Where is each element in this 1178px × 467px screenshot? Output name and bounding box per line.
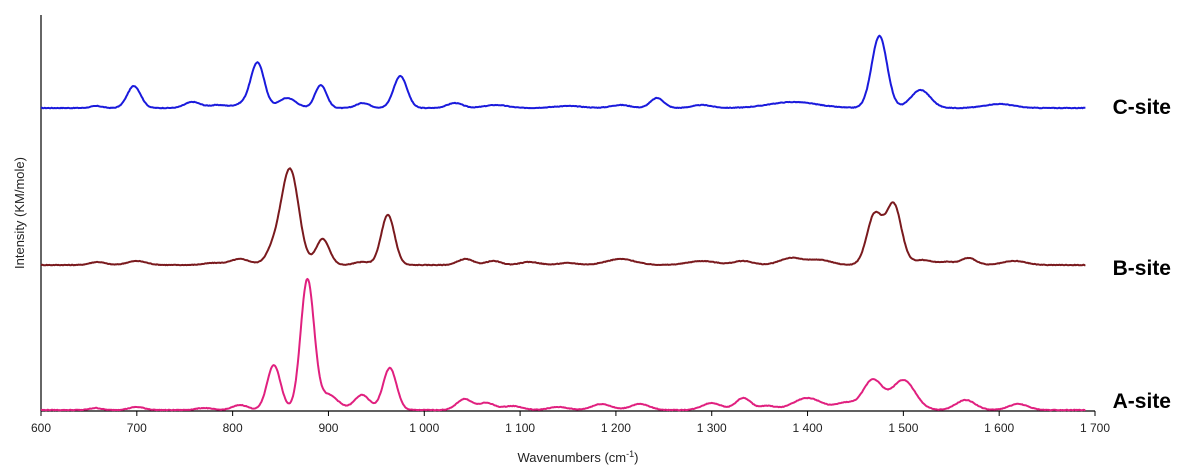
x-axis-title-superscript: -1	[626, 449, 634, 459]
label-a-site: A-site	[1113, 390, 1171, 413]
traces	[40, 34, 1086, 412]
x-tick-label: 1 100	[505, 421, 535, 435]
trace-b-site	[40, 167, 1086, 267]
x-tick-label: 800	[223, 421, 243, 435]
trace-c-site	[40, 34, 1086, 110]
x-tick-label: 1 600	[984, 421, 1014, 435]
x-tick-label: 1 300	[697, 421, 727, 435]
x-tick-label: 1 000	[409, 421, 439, 435]
x-tick-label: 1 700	[1080, 421, 1110, 435]
x-tick-label: 1 200	[601, 421, 631, 435]
series-labels: C-site B-site A-site	[1113, 96, 1171, 413]
x-axis-title: Wavenumbers (cm-1)	[518, 449, 639, 465]
y-axis-title: Intensity (KM/mole)	[12, 157, 27, 269]
label-b-site: B-site	[1113, 257, 1171, 280]
trace-a-site	[40, 277, 1086, 412]
x-ticks: 600 700 800 900 1 000 1 100 1 200 1 300 1 400 1 5…	[31, 411, 1110, 435]
label-c-site: C-site	[1113, 96, 1171, 119]
x-axis-title-main: Wavenumbers (cm	[518, 450, 627, 465]
x-tick-label: 900	[318, 421, 338, 435]
x-tick-label: 1 400	[793, 421, 823, 435]
axes	[40, 15, 1095, 412]
x-tick-label: 700	[127, 421, 147, 435]
x-tick-label: 1 500	[888, 421, 918, 435]
x-axis-title-close: )	[634, 450, 638, 465]
x-tick-label: 600	[31, 421, 51, 435]
